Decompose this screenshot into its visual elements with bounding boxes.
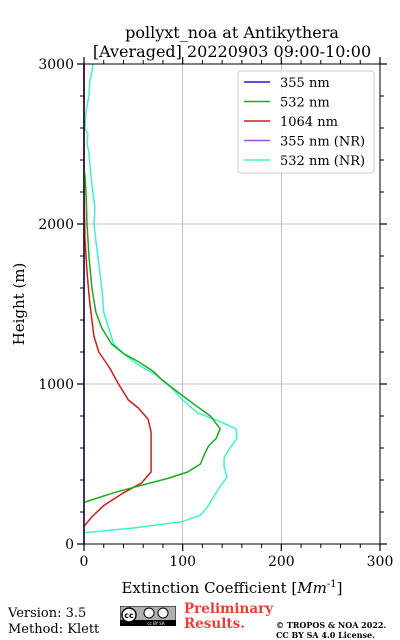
copyright-line1: © TROPOS & NOA 2022.: [276, 620, 387, 630]
plot-frame: [83, 63, 381, 545]
series-line-532-nm: [83, 167, 221, 504]
method-label: Method: Klett: [8, 622, 100, 637]
series-line-1064-nm: [83, 64, 152, 527]
x-axis-label-unit: Mm: [296, 579, 327, 597]
preliminary-results-label: Preliminary Results.: [184, 602, 273, 632]
legend-label: 532 nm (NR): [280, 154, 365, 169]
y-tick-label: 3000: [38, 57, 74, 73]
y-axis-label: Height (m): [10, 263, 28, 346]
svg-text:cc: cc: [124, 611, 134, 620]
copyright-line2: CC BY SA 4.0 License.: [276, 630, 375, 640]
x-axis-label-text: Extinction Coefficient [: [121, 579, 297, 597]
cc-license-logo: cc cc BY SA: [120, 606, 176, 626]
x-tick-label: 200: [268, 554, 295, 570]
legend-label: 355 nm (NR): [280, 135, 365, 150]
y-tick-label: 0: [65, 537, 74, 553]
x-tick-label: 0: [80, 554, 89, 570]
preliminary-line1: Preliminary: [184, 601, 274, 617]
version-label: Version: 3.5: [8, 606, 87, 621]
preliminary-line2: Results.: [184, 616, 245, 632]
copyright-notice: © TROPOS & NOA 2022. CC BY SA 4.0 Licens…: [276, 620, 386, 640]
legend-label: 1064 nm: [280, 115, 338, 130]
legend: 355 nm 532 nm 1064 nm 355 nm (NR) 532 nm (NR…: [237, 70, 375, 174]
series-line-532-nm-nr: [83, 63, 238, 534]
x-tick-label: 100: [169, 554, 196, 570]
legend-box: [237, 70, 375, 174]
chart-title-line1: pollyxt_noa at Antikythera: [125, 23, 339, 42]
legend-label: 532 nm: [280, 96, 330, 111]
legend-label: 355 nm: [280, 76, 330, 91]
y-tick-label: 2000: [38, 217, 74, 233]
series-layer: [83, 63, 238, 544]
y-tick-label: 1000: [38, 377, 74, 393]
x-axis-label-exponent: -1: [327, 579, 337, 590]
x-axis-label: Extinction Coefficient [Mm-1]: [121, 579, 342, 597]
chart-title-line2: [Averaged] 20220903 09:00-10:00: [93, 42, 371, 61]
x-tick-label: 300: [367, 554, 394, 570]
cc-license-logo-text: cc BY SA: [147, 621, 165, 626]
x-axis-label-close: ]: [337, 579, 343, 597]
